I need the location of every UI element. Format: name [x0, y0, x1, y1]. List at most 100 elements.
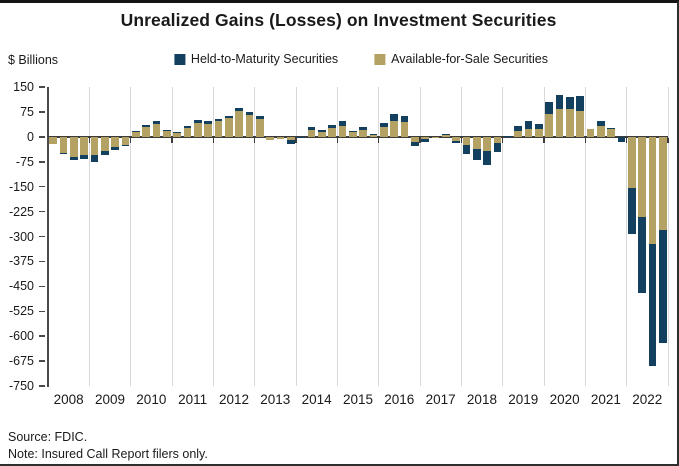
bar-segment-htm [566, 96, 574, 109]
x-year-label: 2010 [136, 392, 167, 407]
bar-segment-afs [504, 136, 512, 137]
bar-segment-htm [535, 123, 543, 129]
x-year-label: 2013 [260, 392, 291, 407]
bar-segment-htm [204, 121, 212, 124]
year-tick-mark [253, 137, 256, 143]
bar-segment-afs [349, 132, 357, 137]
bar-segment-afs [80, 136, 88, 155]
bar-segment-htm [297, 136, 305, 138]
y-tick-mark [39, 385, 45, 387]
source-line: Source: FDIC. [8, 430, 88, 444]
bar-segment-htm [70, 157, 78, 161]
bar-segment-afs [132, 131, 140, 137]
bar-segment-afs [225, 118, 233, 137]
bar-segment-afs [452, 136, 460, 141]
y-tick-mark [39, 136, 45, 138]
bar-segment-htm [245, 111, 254, 115]
year-gridline [336, 87, 338, 386]
bar-segment-htm [483, 151, 491, 165]
bar-segment-afs [524, 128, 533, 137]
year-gridline [254, 87, 256, 386]
legend-label-htm: Held-to-Maturity Securities [190, 52, 339, 66]
bar-segment-afs [462, 136, 471, 146]
year-gridline [626, 87, 628, 386]
y-tick-label: 0 [27, 129, 34, 144]
legend-item-htm: Held-to-Maturity Securities [173, 52, 339, 66]
year-tick-mark [88, 137, 91, 143]
bar-segment-afs [483, 136, 491, 152]
bar-segment-htm [359, 126, 367, 130]
chart-title: Unrealized Gains (Losses) on Investment … [120, 10, 557, 30]
y-tick-label: -675 [8, 354, 34, 369]
legend-label-afs: Available-for-Sale Securities [391, 52, 548, 66]
bar-segment-htm [256, 115, 264, 119]
year-gridline [378, 87, 380, 386]
bar-segment-afs [576, 111, 584, 137]
bar-segment-afs [121, 136, 130, 146]
bar-segment-htm [318, 129, 326, 132]
bar-segment-afs [369, 134, 378, 137]
bar-segment-htm [659, 229, 667, 344]
x-year-label: 2014 [301, 392, 332, 407]
bar-segment-afs [163, 130, 171, 137]
bar-segment-htm [545, 102, 553, 114]
bar-segment-afs [586, 128, 595, 137]
bar-segment-afs [390, 120, 398, 137]
y-tick-label: -150 [8, 179, 34, 194]
year-gridline [130, 87, 132, 386]
y-tick-label: 75 [20, 104, 34, 119]
year-tick-mark [377, 137, 380, 143]
y-tick-label: -450 [8, 279, 34, 294]
bar-segment-htm [628, 187, 636, 235]
bar-segment-htm [287, 139, 295, 144]
y-tick-mark [39, 210, 45, 213]
x-year-label: 2017 [425, 392, 456, 407]
bar-segment-afs [628, 136, 636, 188]
bar-segment-afs [338, 126, 347, 137]
x-year-label: 2022 [632, 392, 663, 407]
year-tick-mark [543, 137, 545, 143]
bar-segment-htm [142, 125, 150, 127]
bar-segment-htm [442, 134, 450, 135]
bar-segment-afs [659, 136, 667, 230]
bar-segment-afs [276, 136, 285, 140]
year-tick-mark [212, 137, 215, 143]
y-tick-mark [39, 185, 45, 188]
bar-segment-afs [287, 136, 295, 140]
bar-segment-htm [597, 120, 605, 126]
year-gridline [171, 87, 173, 386]
y-tick-label: -525 [8, 304, 34, 319]
bar-segment-htm [163, 129, 171, 131]
bar-segment-afs [142, 126, 150, 137]
bar-segment-afs [648, 136, 657, 244]
x-year-label: 2009 [94, 392, 126, 407]
bar-segment-afs [597, 125, 605, 137]
bar-segment-htm [80, 154, 88, 159]
bar-segment-afs [194, 122, 202, 137]
bar-segment-htm [400, 115, 409, 123]
bar-segment-htm [555, 94, 564, 110]
bar-segment-htm [59, 152, 68, 154]
bar-segment-htm [111, 146, 119, 151]
y-tick-label: -375 [8, 254, 34, 269]
bar-segment-afs [70, 136, 78, 158]
legend-item-afs: Available-for-Sale Securities [374, 52, 548, 66]
year-tick-mark [419, 137, 421, 143]
y-tick-label: -225 [8, 204, 34, 219]
bar-segment-afs [173, 132, 181, 137]
bar-segment-afs [49, 136, 57, 145]
y-tick-label: 150 [13, 80, 34, 94]
x-year-label: 2018 [466, 392, 497, 407]
plot-area [48, 87, 669, 386]
bar-segment-afs [152, 124, 161, 137]
bar-segment-htm [452, 140, 460, 143]
bar-segment-afs [400, 122, 409, 137]
bar-segment-htm [607, 128, 615, 129]
bar-segment-htm [101, 150, 109, 155]
year-gridline [295, 87, 297, 386]
year-tick-mark [625, 137, 628, 143]
bar-segment-htm [225, 115, 233, 119]
bar-segment-afs [421, 136, 429, 140]
bar-segment-htm [194, 120, 202, 123]
